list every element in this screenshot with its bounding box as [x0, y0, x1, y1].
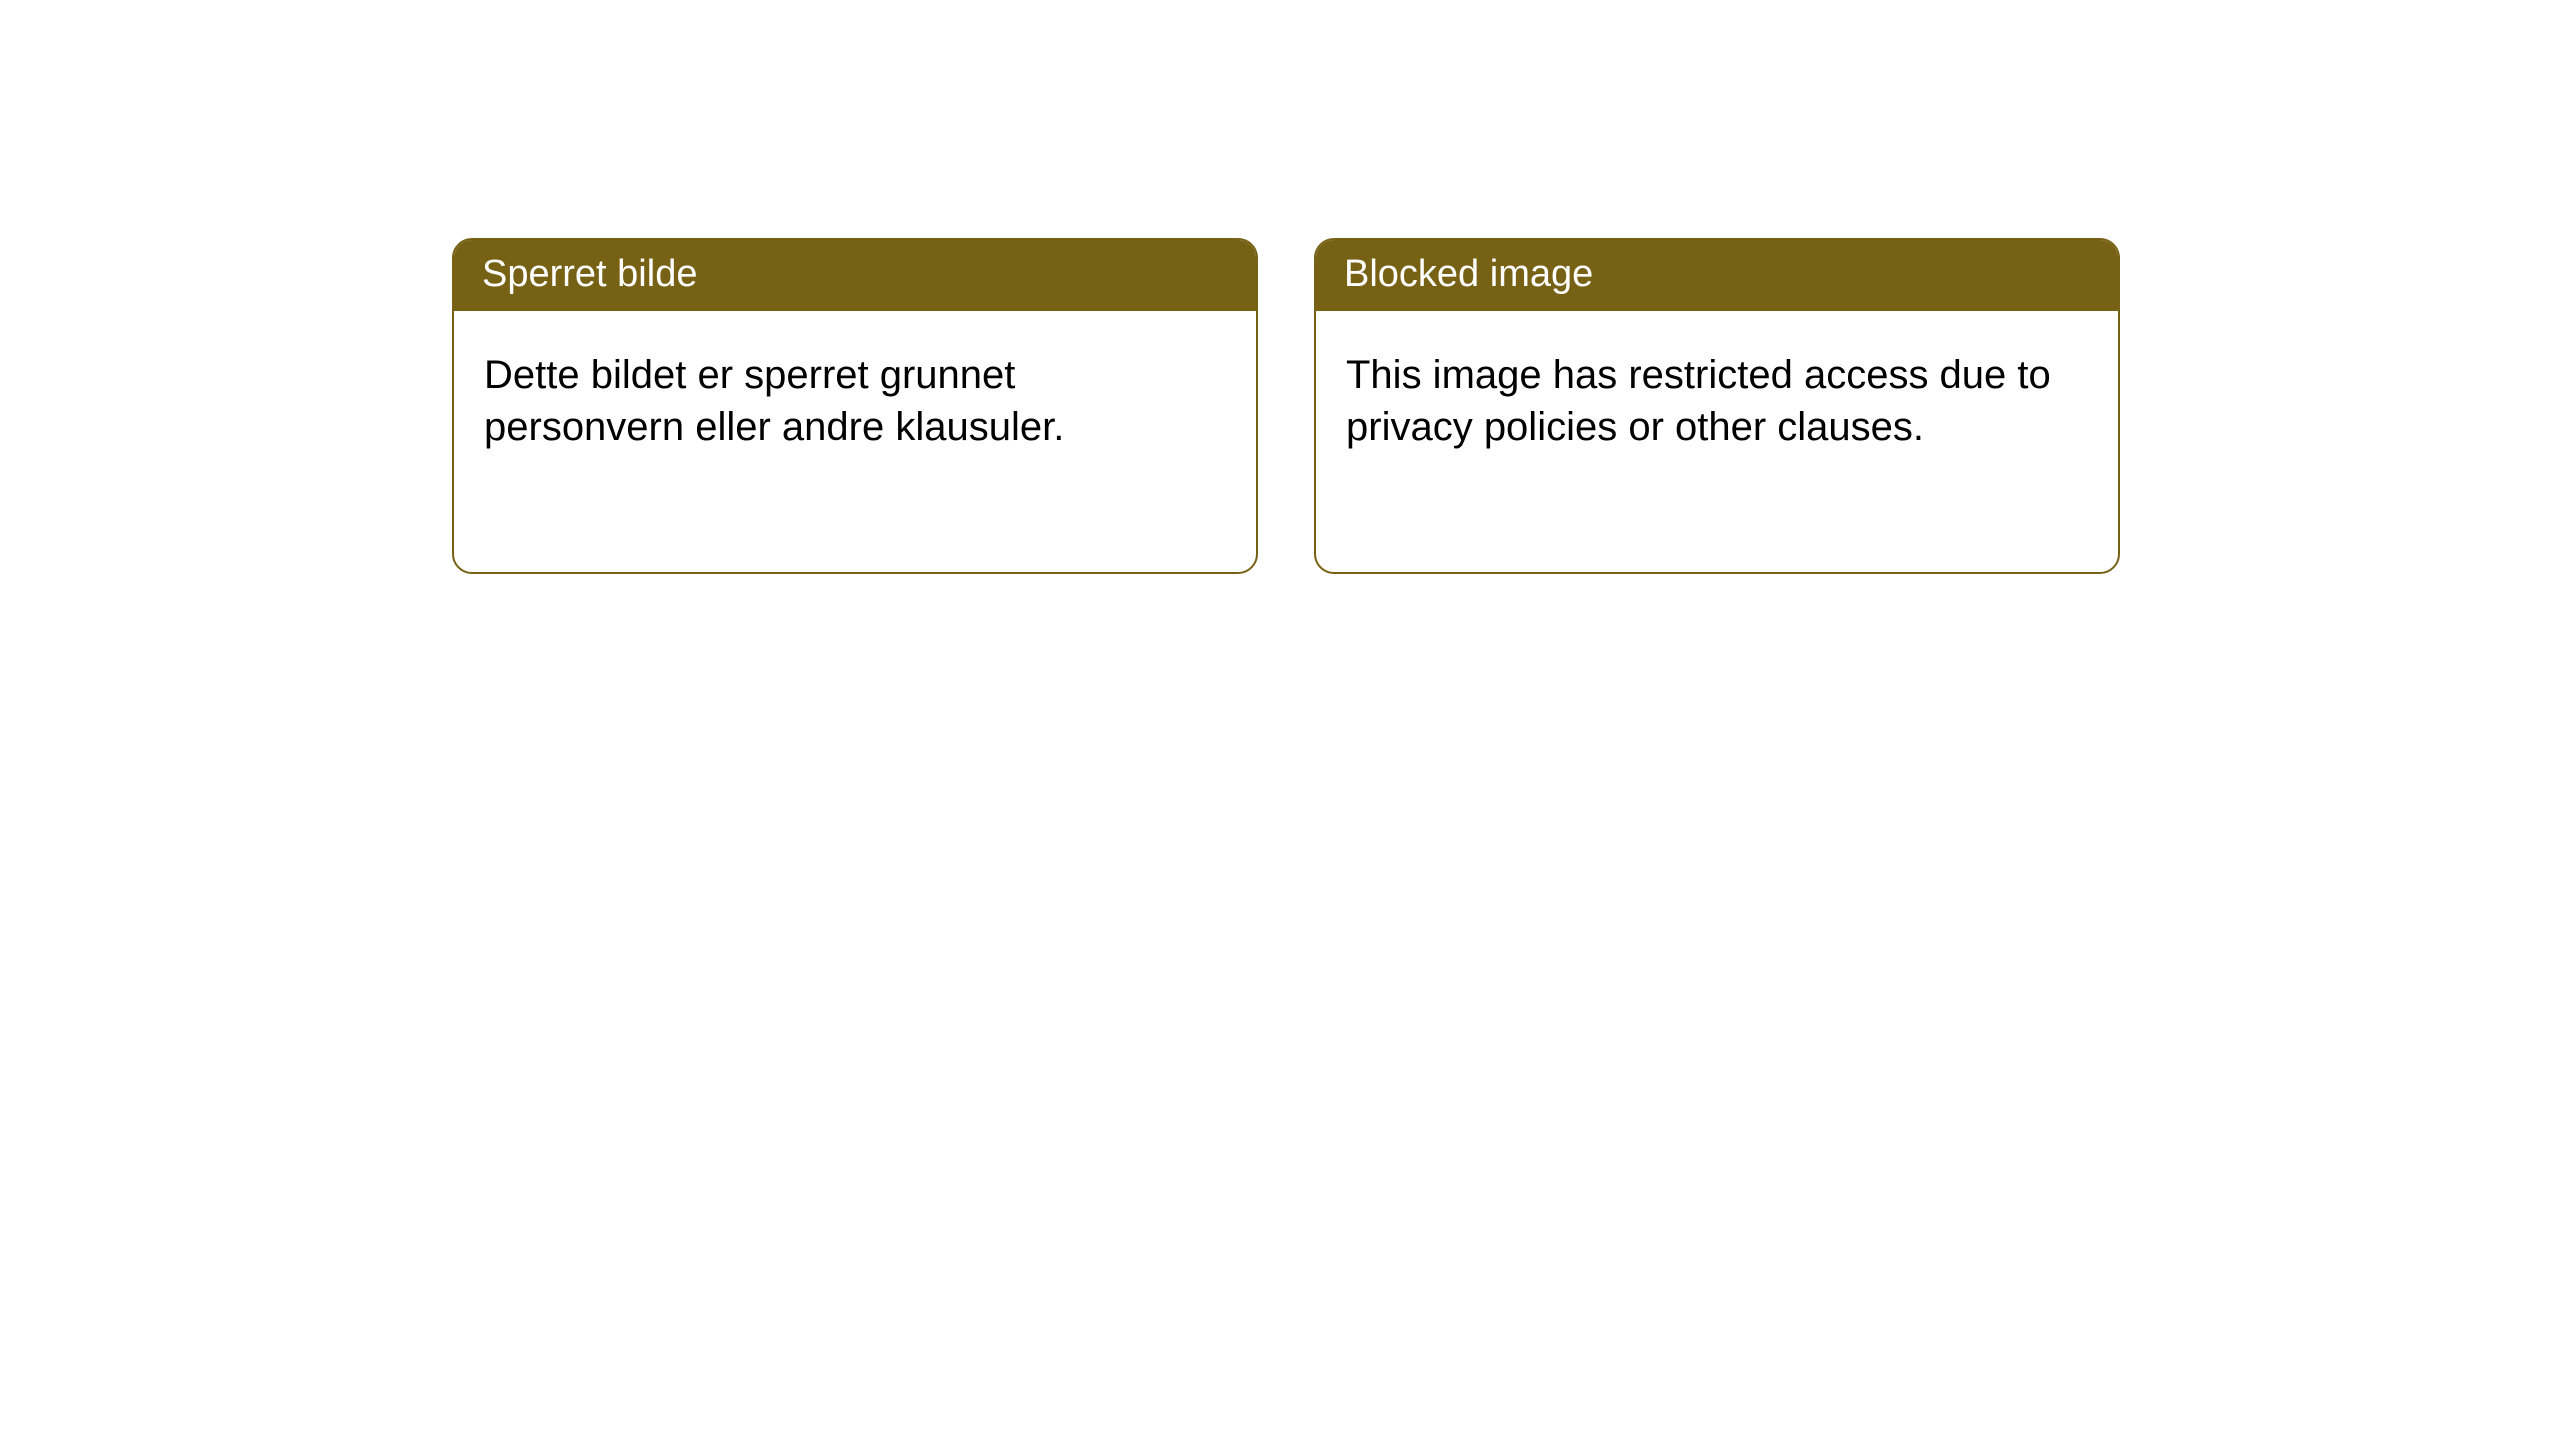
- notice-title-norwegian: Sperret bilde: [454, 240, 1256, 311]
- notice-body-english: This image has restricted access due to …: [1316, 311, 2118, 483]
- notice-card-norwegian: Sperret bilde Dette bildet er sperret gr…: [452, 238, 1258, 574]
- notice-container: Sperret bilde Dette bildet er sperret gr…: [0, 0, 2560, 574]
- notice-body-norwegian: Dette bildet er sperret grunnet personve…: [454, 311, 1256, 483]
- notice-title-english: Blocked image: [1316, 240, 2118, 311]
- notice-card-english: Blocked image This image has restricted …: [1314, 238, 2120, 574]
